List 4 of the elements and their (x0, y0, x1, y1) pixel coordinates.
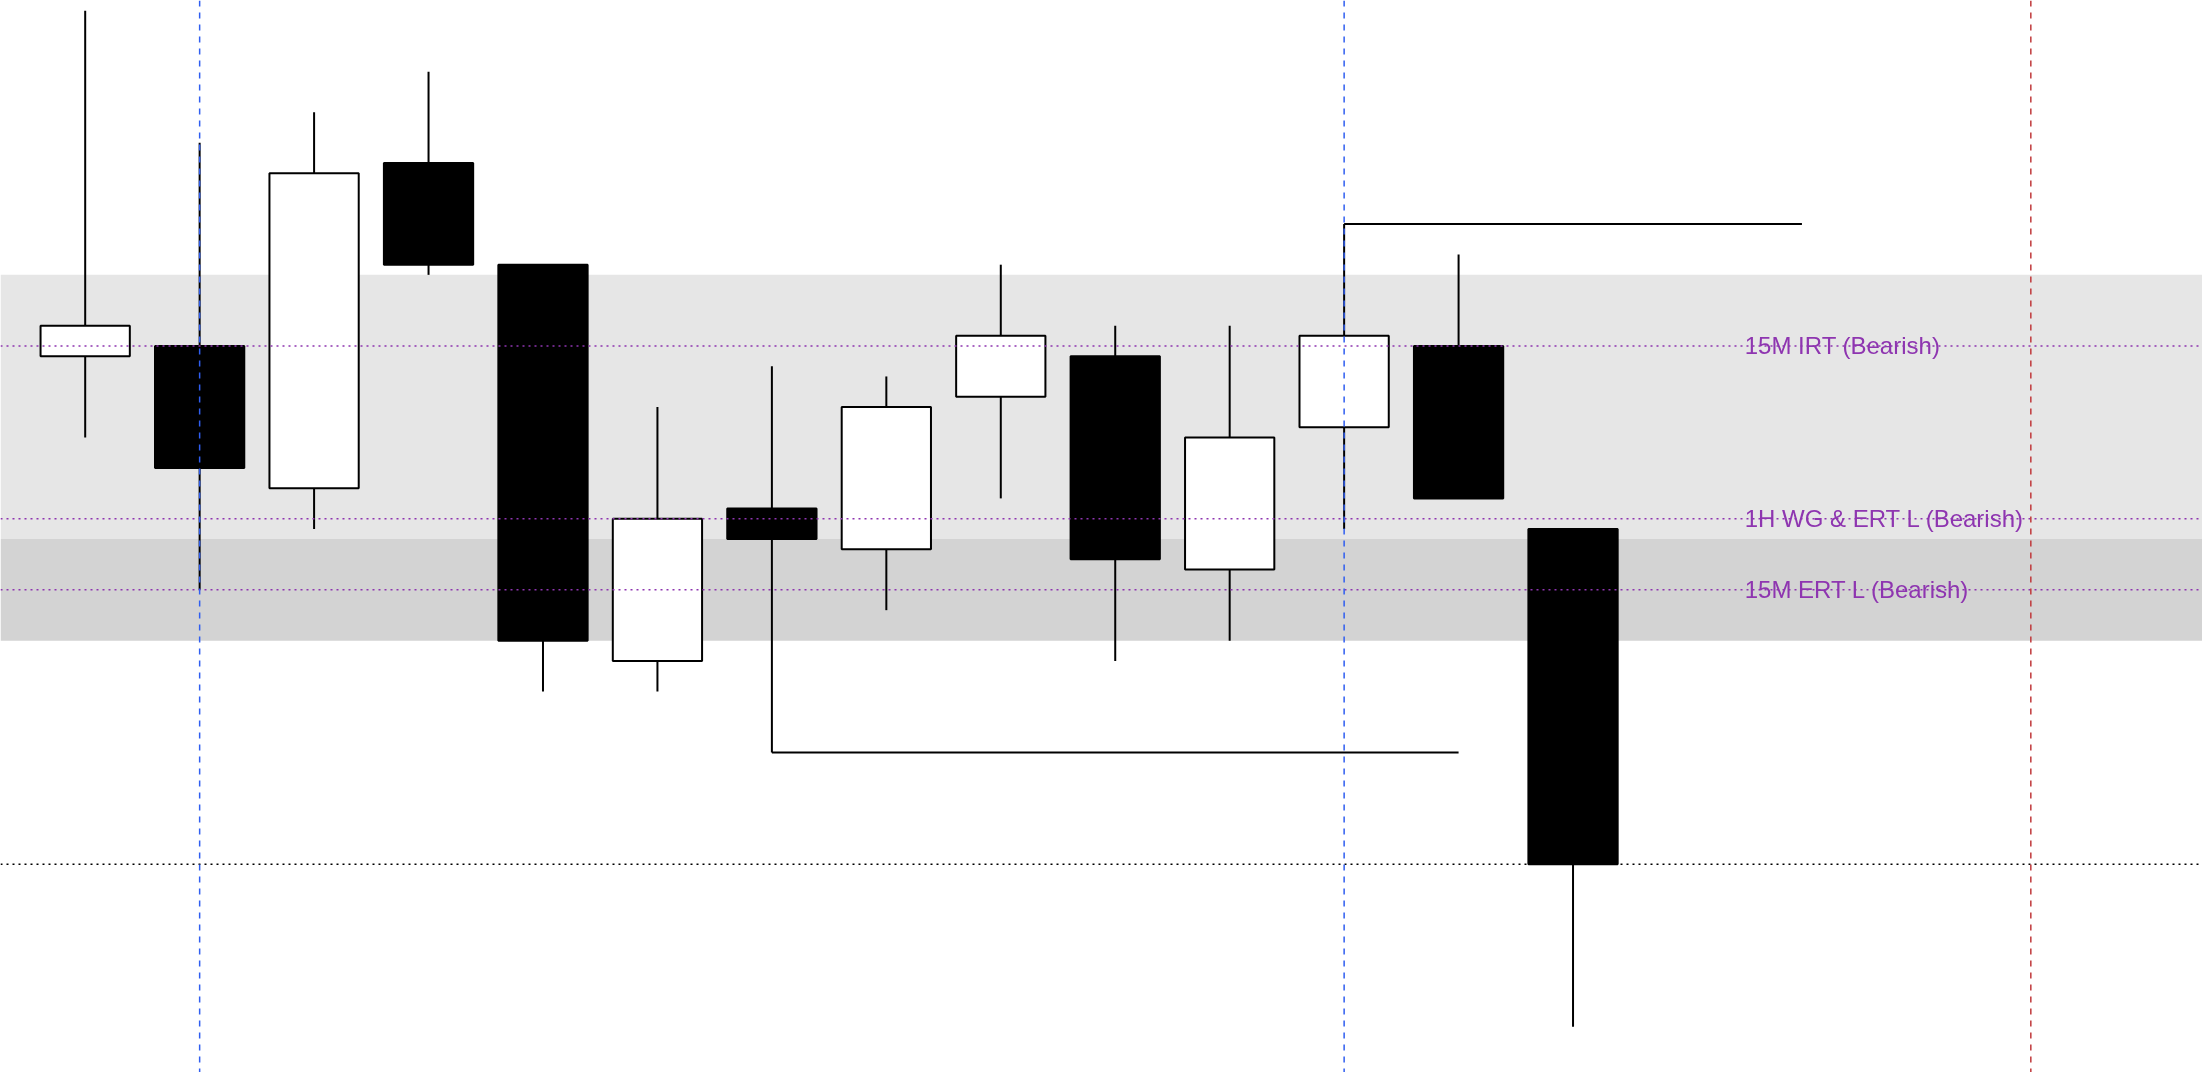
candlestick (39, 9, 131, 439)
ref-line-label: 15M ERT L (Bearish) (1744, 576, 1969, 604)
ref-line-label: 15M IRT (Bearish) (1744, 332, 1940, 360)
ref-line-label: 1H WG & ERT L (Bearish) (1744, 505, 2023, 533)
